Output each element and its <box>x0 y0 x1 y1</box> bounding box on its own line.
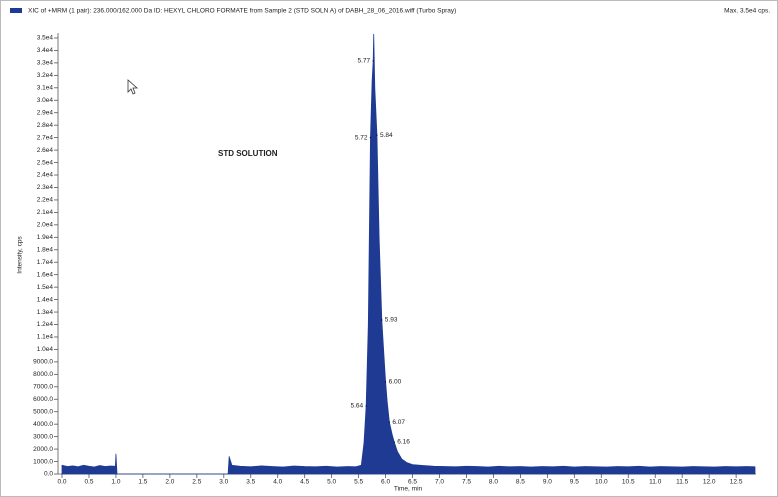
y-tick-label: 8000.0 <box>33 371 53 378</box>
x-tick-label: 5.5 <box>354 479 363 486</box>
peak-label: 6.16 <box>397 439 410 446</box>
y-tick-label: 4000.0 <box>33 421 53 428</box>
x-tick-label: 10.5 <box>622 479 635 486</box>
y-tick-label: 3.4e4 <box>37 47 54 54</box>
y-tick-label: 2.6e4 <box>37 147 54 154</box>
peak-point <box>381 319 383 321</box>
x-tick-label: 1.5 <box>138 479 147 486</box>
y-tick-label: 0.0 <box>44 471 53 478</box>
max-label: Max. 3.5e4 cps. <box>724 8 770 15</box>
peak-label: 6.07 <box>392 419 405 426</box>
x-tick-label: 12.0 <box>703 479 716 486</box>
peak-label: 5.72 <box>355 134 368 141</box>
y-tick-label: 2.1e4 <box>37 209 54 216</box>
x-tick-label: 12.5 <box>730 479 743 486</box>
x-tick-label: 8.5 <box>516 479 525 486</box>
x-tick-label: 7.5 <box>462 479 471 486</box>
x-tick-label: 3.0 <box>219 479 228 486</box>
x-tick-label: 2.5 <box>192 479 201 486</box>
y-tick-label: 3.0e4 <box>37 97 54 104</box>
x-tick-label: 7.0 <box>435 479 444 486</box>
peak-point <box>388 421 390 423</box>
y-tick-label: 1.9e4 <box>37 234 54 241</box>
y-tick-label: 2.7e4 <box>37 134 54 141</box>
y-tick-label: 1.0e4 <box>37 346 54 353</box>
peak-point <box>393 441 395 443</box>
x-tick-label: 11.5 <box>676 479 689 486</box>
y-tick-label: 2.0e4 <box>37 222 54 229</box>
y-tick-label: 9000.0 <box>33 359 53 366</box>
x-tick-label: 0.5 <box>84 479 93 486</box>
x-tick-label: 6.0 <box>381 479 390 486</box>
y-axis-label: Intensity, cps <box>17 236 24 274</box>
y-tick-label: 1000.0 <box>33 458 53 465</box>
y-tick-label: 2.8e4 <box>37 122 54 129</box>
y-tick-label: 2.3e4 <box>37 184 54 191</box>
x-tick-label: 9.5 <box>570 479 579 486</box>
peak-label: 5.84 <box>380 132 393 139</box>
x-axis-label: Time, min <box>394 486 423 493</box>
y-tick-label: 3.2e4 <box>37 72 54 79</box>
y-tick-label: 3.1e4 <box>37 85 54 92</box>
y-tick-label: 6000.0 <box>33 396 53 403</box>
y-tick-label: 2.2e4 <box>37 197 54 204</box>
y-tick-label: 1.3e4 <box>37 309 54 316</box>
peak-label: 5.77 <box>358 58 371 65</box>
x-tick-label: 3.5 <box>246 479 255 486</box>
peak-point <box>372 60 374 62</box>
peak-label: 5.93 <box>385 317 398 324</box>
y-tick-label: 2.9e4 <box>37 109 54 116</box>
peak-point <box>369 137 372 139</box>
annotation: STD SOLUTION <box>218 149 278 158</box>
y-tick-label: 5000.0 <box>33 408 53 415</box>
x-tick-label: 9.0 <box>543 479 552 486</box>
peak-point <box>384 381 387 383</box>
y-tick-label: 1.4e4 <box>37 296 54 303</box>
x-tick-label: 10.0 <box>595 479 608 486</box>
legend-swatch <box>10 8 22 13</box>
x-tick-label: 4.5 <box>300 479 309 486</box>
x-tick-label: 5.0 <box>327 479 336 486</box>
y-tick-label: 3.3e4 <box>37 60 54 67</box>
y-tick-label: 2.4e4 <box>37 172 54 179</box>
chart-title: XIC of +MRM (1 pair): 236.000/162.000 Da… <box>28 8 456 15</box>
x-tick-label: 11.0 <box>649 479 662 486</box>
y-tick-label: 7000.0 <box>33 384 53 391</box>
x-tick-label: 8.0 <box>489 479 498 486</box>
y-tick-label: 1.5e4 <box>37 284 54 291</box>
y-tick-label: 1.8e4 <box>37 246 54 253</box>
peak-point <box>365 405 367 407</box>
x-tick-label: 6.5 <box>408 479 417 486</box>
y-tick-label: 2.5e4 <box>37 159 54 166</box>
cursor-icon <box>127 79 139 95</box>
y-tick-label: 3.5e4 <box>37 35 54 42</box>
x-tick-label: 4.0 <box>273 479 282 486</box>
trace-area <box>61 33 756 475</box>
peak-point <box>376 134 378 136</box>
y-tick-label: 1.1e4 <box>37 334 54 341</box>
y-tick-label: 2000.0 <box>33 446 53 453</box>
y-tick-label: 1.6e4 <box>37 271 54 278</box>
y-tick-label: 3000.0 <box>33 433 53 440</box>
x-tick-label: 1.0 <box>111 479 120 486</box>
x-tick-label: 0.0 <box>57 479 66 486</box>
x-tick-label: 2.0 <box>165 479 174 486</box>
y-tick-label: 1.2e4 <box>37 321 54 328</box>
peak-label: 5.64 <box>351 403 364 410</box>
y-tick-label: 1.7e4 <box>37 259 54 266</box>
peak-label: 6.00 <box>389 379 402 386</box>
